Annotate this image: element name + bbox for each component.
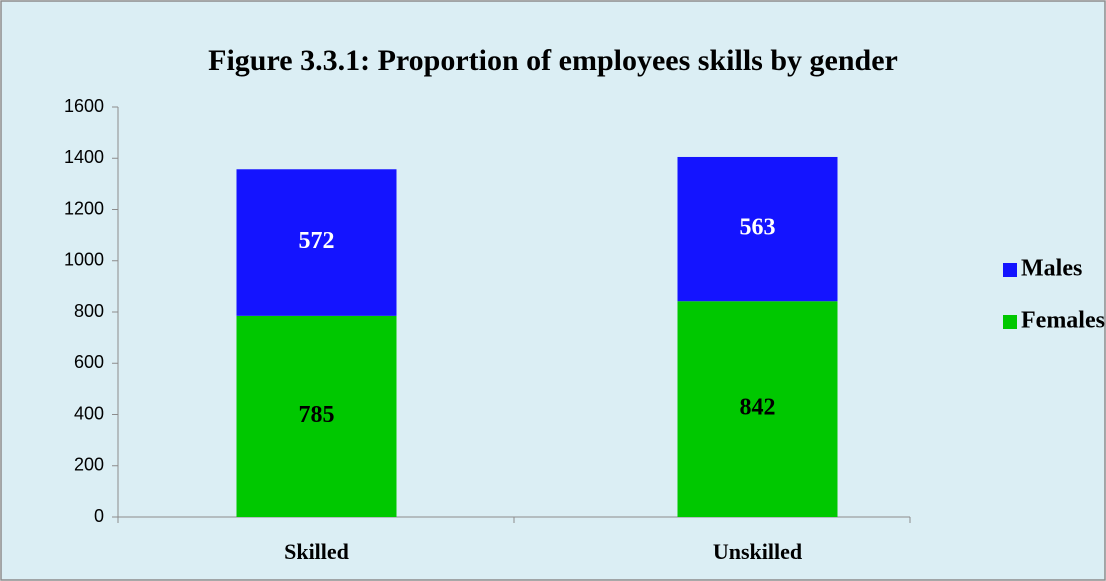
- y-tick-label: 600: [74, 352, 104, 372]
- y-tick-label: 1000: [64, 250, 104, 270]
- bar-segment: [236, 169, 397, 316]
- bar-segment: [677, 301, 838, 517]
- legend-label: Females: [1021, 308, 1105, 334]
- legend-swatch: [1003, 263, 1017, 277]
- data-label: 572: [299, 228, 335, 254]
- y-tick-label: 1400: [64, 147, 104, 167]
- legend-label: Males: [1021, 256, 1082, 282]
- data-label: 785: [299, 402, 335, 428]
- y-tick-label: 1600: [64, 96, 104, 116]
- y-tick-label: 400: [74, 403, 104, 423]
- chart-title: Figure 3.3.1: Proportion of employees sk…: [208, 44, 898, 77]
- data-label: 563: [740, 215, 776, 241]
- bar-segment: [236, 315, 397, 517]
- x-tick-label: Unskilled: [713, 539, 802, 564]
- y-tick-label: 1200: [64, 198, 104, 218]
- y-tick-label: 200: [74, 455, 104, 475]
- data-label: 842: [740, 395, 776, 421]
- bar-segment: [677, 156, 838, 302]
- y-tick-label: 800: [74, 301, 104, 321]
- x-tick-label: Skilled: [284, 539, 349, 564]
- y-tick-label: 0: [94, 506, 104, 526]
- legend-swatch: [1003, 315, 1017, 329]
